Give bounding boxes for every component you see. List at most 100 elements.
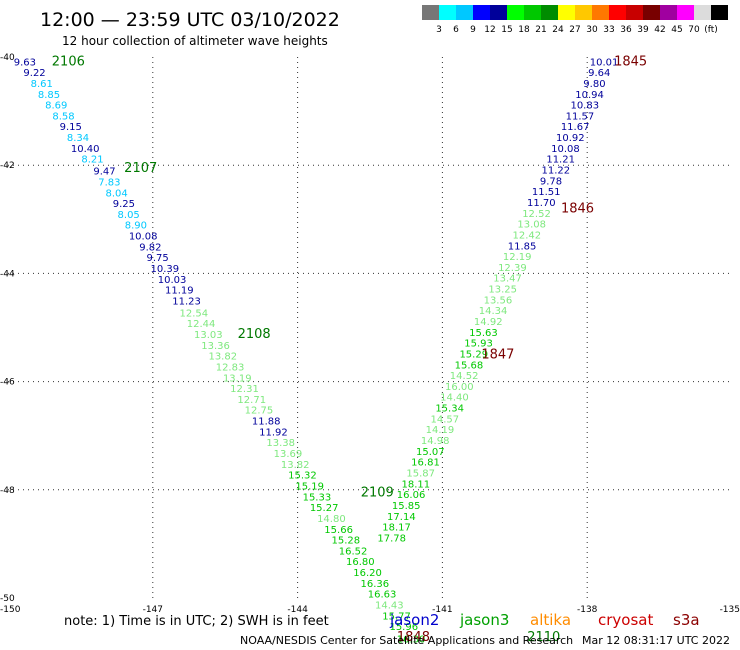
swh-value: 16.36: [361, 579, 390, 590]
swh-value: 8.69: [45, 101, 67, 112]
swh-value: 13.56: [484, 295, 513, 306]
swh-value: 15.87: [406, 468, 435, 479]
swh-value: 11.51: [532, 187, 561, 198]
plot-area: -150 -147 -144 -141 -138 -135 -40 -42 -44 -46 -48 -…: [0, 53, 740, 646]
axis-tick-labels: -150 -147 -144 -141 -138 -135 -40 -42 -44 -46 -48 -…: [0, 53, 740, 615]
swh-value: 9.78: [540, 176, 562, 187]
swh-value: 12.44: [187, 319, 216, 330]
swh-value: 9.15: [60, 122, 82, 133]
swh-value: 12.42: [513, 230, 542, 241]
swh-value: 15.63: [469, 328, 498, 339]
swh-value: 8.85: [38, 90, 60, 101]
swh-value: 15.85: [392, 501, 421, 512]
scale-label: 18: [518, 25, 530, 35]
scale-swatch: [592, 5, 609, 20]
swh-value: 10.08: [551, 144, 580, 155]
swh-value: 13.69: [274, 449, 303, 460]
swh-value: 12.19: [503, 252, 532, 263]
swh-value: 15.68: [455, 360, 484, 371]
swh-value: 10.08: [129, 232, 158, 243]
swh-value: 12.75: [245, 406, 274, 417]
swh-value: 15.33: [303, 492, 332, 503]
swh-value: 16.30: [397, 635, 426, 646]
scale-label: 9: [470, 25, 476, 35]
time-labels: 2106 2107 2108 2109 2110 1845 1846 1847 1848: [52, 54, 647, 645]
swh-value: 9.47: [93, 167, 115, 178]
scale-label: 12: [484, 25, 495, 35]
swh-value: 10.94: [575, 90, 604, 101]
swh-value: 15.07: [416, 447, 445, 458]
scale-swatch: [422, 5, 439, 20]
swh-value: 14.98: [421, 436, 450, 447]
time-label: 2109: [361, 486, 394, 501]
swh-value: 15.28: [332, 536, 361, 547]
y-tick-label: -46: [0, 378, 15, 388]
swh-value: 15.29: [459, 349, 488, 360]
swh-value: 12.71: [237, 395, 266, 406]
swh-value: 9.82: [139, 242, 161, 253]
scale-swatch: [660, 5, 677, 20]
swh-value: 13.08: [517, 220, 546, 231]
swh-value: 10.01: [590, 57, 619, 68]
scale-label: 3: [436, 25, 442, 35]
x-tick-label: -135: [720, 605, 740, 615]
time-label: 1845: [614, 54, 647, 69]
time-label: 2107: [124, 161, 157, 176]
mission-jason3: jason3: [459, 611, 509, 629]
x-tick-label: -138: [577, 605, 598, 615]
swh-value: 15.19: [295, 481, 324, 492]
swh-value: 16.63: [368, 590, 397, 601]
swh-value: 11.21: [546, 155, 575, 166]
x-tick-label: -150: [0, 605, 21, 615]
swh-value: 8.61: [31, 79, 53, 90]
swh-value: 11.19: [165, 286, 194, 297]
swh-value: 10.39: [151, 264, 180, 275]
mission-legend: jason2 jason3 altika cryosat s3a: [389, 611, 700, 629]
chart-subtitle: 12 hour collection of altimeter wave hei…: [62, 34, 328, 48]
scale-swatch: [490, 5, 507, 20]
scale-swatch: [677, 5, 694, 20]
scale-swatch: [473, 5, 490, 20]
swh-value: 15.96: [389, 622, 418, 633]
color-scale-legend: 3 6 9 12 15 18 21 24 27 30 33 36 39 42 45 70 (ft): [422, 5, 728, 35]
swh-value: 16.52: [339, 546, 368, 557]
swh-value: 11.92: [259, 427, 288, 438]
swh-value: 9.64: [588, 68, 610, 79]
swh-value: 11.23: [172, 296, 201, 307]
swh-value: 15.66: [324, 525, 353, 536]
swh-value: 15.34: [435, 404, 464, 415]
swh-value: 8.90: [125, 221, 147, 232]
scale-swatch: [643, 5, 660, 20]
y-tick-label: -40: [0, 53, 15, 63]
scale-swatch: [507, 5, 524, 20]
swh-value: 18.17: [382, 523, 411, 534]
swh-value: 12.39: [498, 263, 527, 274]
swh-value: 16.20: [353, 568, 382, 579]
swh-value: 9.75: [146, 253, 168, 264]
swh-value: 9.63: [14, 57, 36, 68]
swh-value: 10.92: [556, 133, 585, 144]
footer-timestamp: Mar 12 08:31:17 UTC 2022: [582, 634, 730, 647]
swh-value: 7.83: [98, 177, 120, 188]
scale-swatch: [439, 5, 456, 20]
mission-altika: altika: [530, 611, 571, 629]
swh-value: 11.22: [542, 166, 571, 177]
swh-value: 10.83: [570, 101, 599, 112]
swh-value: 17.14: [387, 512, 416, 523]
scale-swatch: [711, 5, 728, 20]
y-tick-label: -50: [0, 594, 15, 604]
swh-value: 16.06: [397, 490, 426, 501]
swh-value: 14.34: [479, 306, 508, 317]
y-tick-label: -48: [0, 486, 15, 496]
scale-swatch: [694, 5, 711, 20]
swh-value: 12.54: [180, 308, 209, 319]
swh-value: 14.40: [440, 393, 469, 404]
swh-value: 10.40: [71, 144, 100, 155]
footer-note: note: 1) Time is in UTC; 2) SWH is in fe…: [64, 614, 329, 629]
swh-value: 12.52: [522, 209, 551, 220]
scale-swatch: [524, 5, 541, 20]
mission-s3a: s3a: [673, 611, 700, 629]
swh-value: 13.38: [266, 438, 295, 449]
swh-value: 12.83: [216, 362, 245, 373]
swh-value: 17.78: [377, 533, 406, 544]
